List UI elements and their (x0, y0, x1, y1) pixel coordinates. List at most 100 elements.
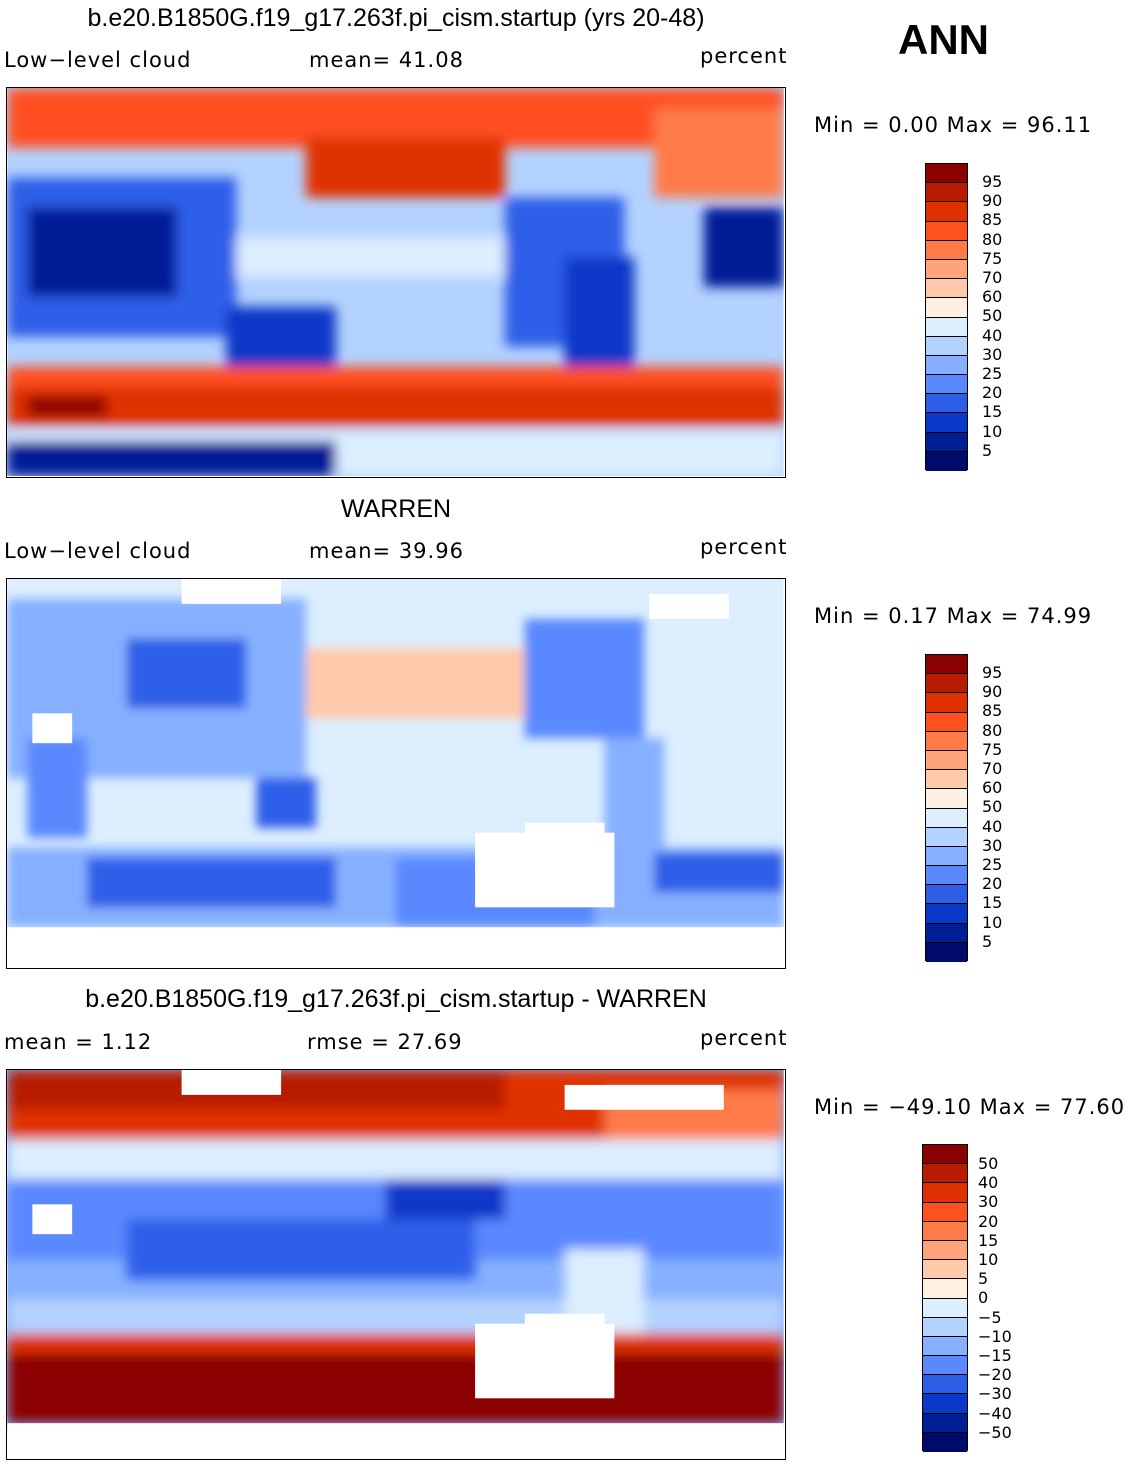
panel-2-colorbar-label: 50 (982, 797, 1003, 816)
panel-3-colorbar-swatch (923, 1317, 967, 1337)
panel-1-variable-label: Low−level cloud (4, 48, 192, 72)
panel-1-colorbar-swatch (926, 298, 967, 318)
panel-2-colorbar-swatch (926, 674, 967, 694)
panel-1-colorbar-swatch (926, 394, 967, 414)
panel-1-colorbar-label: 10 (982, 422, 1003, 441)
panel-2-colorbar-label: 25 (982, 855, 1003, 874)
panel-2-colorbar-label: 70 (982, 759, 1003, 778)
panel-1-colorbar-swatch (926, 279, 967, 299)
panel-2-colorbar-swatch (926, 770, 967, 790)
panel-3-colorbar-swatch (923, 1394, 967, 1414)
panel-1-colorbar-swatch (926, 317, 967, 337)
panel-3-colorbar-label: −15 (978, 1346, 1012, 1365)
panel-3-colorbar-label: 0 (978, 1288, 989, 1307)
panel-3-colorbar-label: 10 (978, 1250, 999, 1269)
panel-1-minmax: Min = 0.00 Max = 96.11 (814, 113, 1093, 137)
panel-2-variable-label: Low−level cloud (4, 539, 192, 563)
panel-1-colorbar-label: 50 (982, 306, 1003, 325)
panel-1-colorbar-swatch (926, 240, 967, 260)
panel-3-colorbar-label: 40 (978, 1173, 999, 1192)
panel-2-colorbar-label: 10 (982, 913, 1003, 932)
panel-2-colorbar-swatch (926, 655, 967, 675)
panel-2-colorbar-label: 15 (982, 893, 1003, 912)
panel-2-colorbar-swatch (926, 885, 967, 905)
panel-2-colorbar-label: 90 (982, 682, 1003, 701)
panel-3-colorbar-label: −30 (978, 1384, 1012, 1403)
panel-2-colorbar-label: 85 (982, 701, 1003, 720)
panel-2-colorbar-swatch (926, 846, 967, 867)
panel-3-colorbar-label: 50 (978, 1154, 999, 1173)
panel-2-colorbar-swatch (926, 942, 967, 962)
panel-2-map-field (7, 579, 784, 967)
panel-1-title: b.e20.B1850G.f19_g17.263f.pi_cism.startu… (87, 4, 705, 32)
panel-1-colorbar-swatch (926, 451, 967, 471)
panel-1-map (6, 87, 786, 478)
panel-3-colorbar-label: −20 (978, 1365, 1012, 1384)
panel-3-map-field (7, 1070, 784, 1458)
panel-1-colorbar-swatch (926, 202, 967, 222)
panel-3-map (6, 1069, 786, 1460)
panel-2-colorbar-label: 75 (982, 740, 1003, 759)
panel-1-colorbar-swatch (926, 413, 967, 433)
panel-3-colorbar-swatch (923, 1336, 967, 1357)
panel-3-colorbar-label: −5 (978, 1308, 1002, 1327)
panel-2-colorbar-swatch (926, 808, 967, 828)
panel-1-units-label: percent (700, 44, 788, 68)
panel-3-mean-label: mean = 1.12 (4, 1030, 153, 1054)
panel-2-colorbar-swatch (926, 693, 967, 713)
panel-3-colorbar-swatch (923, 1183, 967, 1203)
panel-1-colorbar-label: 70 (982, 268, 1003, 287)
panel-3-colorbar-swatch (923, 1260, 967, 1280)
season-label: ANN (898, 16, 989, 63)
panel-2-colorbar-swatch (926, 904, 967, 924)
panel-2-colorbar-label: 5 (982, 932, 993, 951)
panel-3-colorbar-swatch (923, 1202, 967, 1222)
panel-3-colorbar-label: 5 (978, 1269, 989, 1288)
panel-3-colorbar-swatch (923, 1375, 967, 1395)
panel-2-map (6, 578, 786, 969)
panel-2-colorbar-label: 40 (982, 817, 1003, 836)
panel-1-colorbar-label: 25 (982, 364, 1003, 383)
panel-1-colorbar-swatch (926, 164, 967, 184)
panel-2-colorbar-swatch (926, 923, 967, 943)
panel-1-colorbar-label: 5 (982, 441, 993, 460)
panel-2-colorbar-label: 20 (982, 874, 1003, 893)
panel-1-colorbar-swatch (926, 259, 967, 280)
panel-3-colorbar-swatch (923, 1240, 967, 1261)
panel-3-colorbar-swatch (923, 1356, 967, 1376)
panel-1-colorbar-swatch (926, 336, 967, 356)
panel-3-colorbar-label: −50 (978, 1423, 1012, 1442)
panel-2-colorbar-label: 60 (982, 778, 1003, 797)
panel-2-colorbar-label: 80 (982, 721, 1003, 740)
panel-3-colorbar-swatch (923, 1164, 967, 1184)
panel-1-colorbar-swatch (926, 432, 967, 452)
panel-1-colorbar-label: 80 (982, 230, 1003, 249)
panel-2-colorbar-swatch (926, 827, 967, 847)
panel-3-title: b.e20.B1850G.f19_g17.263f.pi_cism.startu… (85, 985, 707, 1013)
panel-2-colorbar-swatch (926, 789, 967, 809)
panel-1-colorbar-label: 40 (982, 326, 1003, 345)
panel-2-colorbar-swatch (926, 731, 967, 751)
panel-1-colorbar-swatch (926, 355, 967, 376)
panel-3-rmse-label: rmse = 27.69 (307, 1030, 463, 1054)
panel-2-colorbar-label: 30 (982, 836, 1003, 855)
panel-2-colorbar-swatch (926, 866, 967, 886)
panel-1-colorbar-label: 20 (982, 383, 1003, 402)
panel-1-colorbar-swatch (926, 375, 967, 395)
panel-3-minmax: Min = −49.10 Max = 77.60 (814, 1095, 1126, 1119)
panel-2-colorbar-swatch (926, 712, 967, 732)
panel-2-colorbar (925, 654, 968, 962)
panel-2-colorbar-swatch (926, 750, 967, 771)
panel-1-colorbar-label: 85 (982, 210, 1003, 229)
panel-3-colorbar (922, 1144, 968, 1452)
panel-1-map-field (7, 88, 784, 476)
panel-3-colorbar-label: 20 (978, 1212, 999, 1231)
panel-3-colorbar-swatch (923, 1279, 967, 1299)
panel-3-units-label: percent (700, 1026, 788, 1050)
panel-2-minmax: Min = 0.17 Max = 74.99 (814, 604, 1093, 628)
panel-3-colorbar-label: −10 (978, 1327, 1012, 1346)
panel-1-colorbar (925, 163, 968, 471)
panel-1-colorbar-label: 90 (982, 191, 1003, 210)
panel-2-title: WARREN (340, 495, 452, 523)
panel-2-colorbar-label: 95 (982, 663, 1003, 682)
